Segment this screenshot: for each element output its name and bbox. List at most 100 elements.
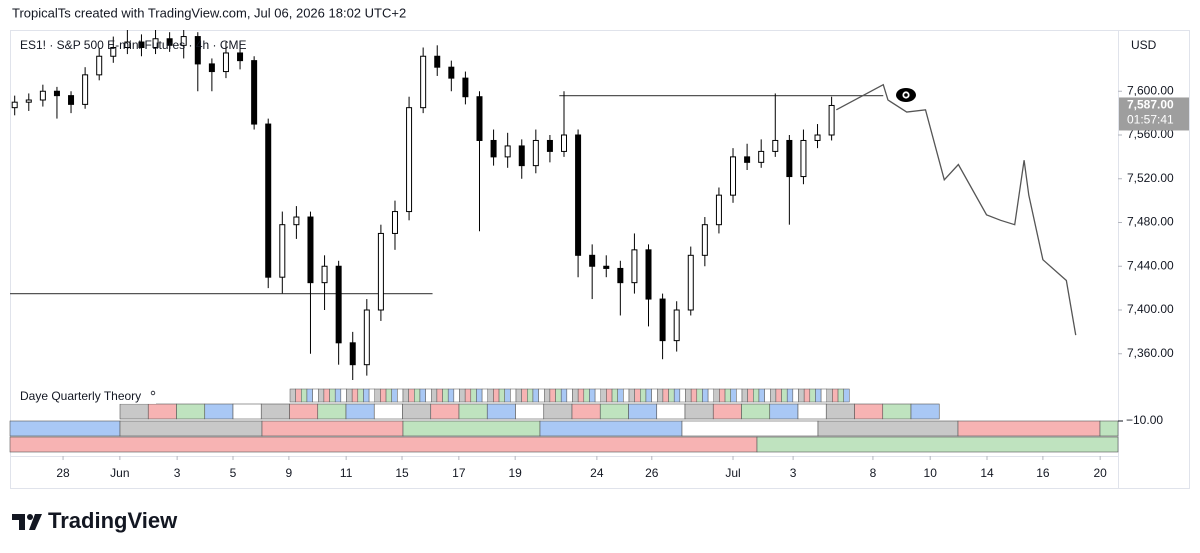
y-tick-label: 7,440.00 — [1127, 258, 1174, 272]
quarter-block — [147, 403, 177, 420]
micro-block — [600, 388, 607, 403]
micro-block — [560, 388, 568, 403]
micro-block — [436, 388, 443, 403]
micro-block — [329, 388, 336, 403]
last-price-label: 7,587.00 — [1127, 98, 1174, 112]
micro-block — [679, 388, 686, 403]
micro-block — [510, 388, 517, 403]
currency-label: USD — [1131, 38, 1157, 52]
quarter-block — [769, 403, 799, 420]
weekly-block — [756, 436, 1119, 453]
candle-body — [434, 55, 441, 68]
micro-block — [786, 388, 794, 403]
last-price-box — [1119, 97, 1189, 131]
quarter-block — [628, 403, 658, 420]
y-tick-label: 7,360.00 — [1127, 346, 1174, 360]
x-tick-label: 10 — [924, 466, 938, 480]
micro-block — [685, 388, 692, 403]
micro-block — [623, 388, 630, 403]
candle-body — [222, 52, 229, 73]
micro-block — [764, 388, 771, 403]
x-tick-label: 24 — [590, 466, 604, 480]
micro-block — [611, 388, 618, 403]
candle-body — [715, 194, 722, 226]
candle-body — [701, 224, 708, 256]
header-text: TropicalTs created with TradingView.com,… — [12, 5, 406, 20]
candle-body — [814, 134, 821, 141]
micro-block — [572, 388, 579, 403]
candle-body — [631, 249, 638, 284]
micro-block — [707, 388, 714, 403]
candle-body — [391, 211, 398, 234]
candle-body — [828, 104, 835, 136]
chart-frame — [10, 30, 1190, 489]
micro-block — [414, 388, 421, 403]
micro-block — [662, 388, 669, 403]
quarter-block — [741, 403, 771, 420]
candle-body — [673, 309, 680, 342]
candle-body — [265, 123, 272, 278]
micro-block — [645, 388, 652, 403]
micro-block — [549, 388, 556, 403]
micro-block — [408, 388, 415, 403]
plot-area — [10, 30, 1077, 380]
micro-block — [713, 388, 720, 403]
micro-block — [606, 388, 613, 403]
micro-block — [690, 388, 698, 403]
micro-block — [724, 388, 731, 403]
micro-block — [464, 388, 472, 403]
micro-block — [527, 388, 534, 403]
candle-body — [96, 55, 103, 76]
quarter-block — [825, 403, 855, 420]
countdown-label: 01:57:41 — [1127, 113, 1174, 127]
x-tick-label: 5 — [230, 466, 237, 480]
candle-body — [758, 150, 765, 163]
indicator-tick-label: −10.00 — [1126, 413, 1163, 427]
candle-body — [152, 38, 159, 48]
candle-body — [138, 41, 145, 48]
micro-block — [459, 388, 466, 403]
candle-body — [504, 145, 511, 158]
micro-block — [747, 388, 754, 403]
quarter-block — [402, 403, 432, 420]
micro-block — [318, 388, 325, 403]
y-tick-label: 7,480.00 — [1127, 215, 1174, 229]
micro-block — [617, 388, 624, 403]
eye-icon — [896, 88, 916, 102]
micro-block — [431, 388, 438, 403]
micro-block — [594, 388, 601, 403]
candle-body — [546, 139, 553, 152]
indicator-pane — [9, 388, 1119, 453]
quarter-block — [854, 403, 884, 420]
x-tick-label: 20 — [1093, 466, 1107, 480]
quarter-block — [712, 403, 742, 420]
x-tick-label: Jul — [725, 466, 740, 480]
candle-body — [659, 298, 666, 342]
candle-body — [180, 36, 187, 46]
micro-block — [493, 388, 500, 403]
candle-body — [363, 309, 370, 366]
indicator-label-bg — [14, 390, 156, 404]
candle-body — [561, 134, 567, 152]
quarter-block — [345, 403, 375, 420]
candle-body — [377, 232, 384, 311]
x-tick-label: 15 — [395, 466, 409, 480]
candle-body — [730, 156, 737, 196]
quarter-block — [260, 403, 290, 420]
quarter-block — [515, 403, 545, 420]
micro-block — [312, 388, 319, 403]
micro-block — [295, 388, 302, 403]
micro-block — [532, 388, 539, 403]
quarter-block — [119, 403, 149, 420]
micro-block — [402, 388, 409, 403]
candle-body — [251, 60, 258, 125]
micro-block — [470, 388, 477, 403]
candle-body — [645, 249, 652, 300]
micro-block — [651, 388, 658, 403]
footer-brand: TradingView — [48, 508, 178, 533]
quarter-block — [204, 403, 234, 420]
y-tick-label: 7,560.00 — [1127, 127, 1174, 141]
micro-block — [589, 388, 596, 403]
